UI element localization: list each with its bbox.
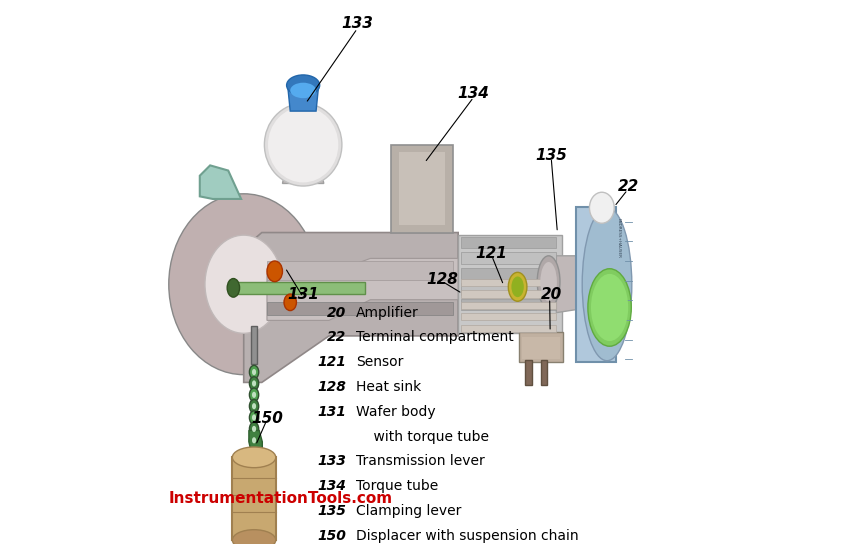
Text: 133: 133 — [317, 454, 346, 468]
Ellipse shape — [582, 208, 632, 361]
Bar — [461, 325, 556, 332]
Bar — [398, 152, 446, 225]
Text: 121: 121 — [317, 355, 346, 369]
Text: 135: 135 — [317, 504, 346, 518]
Bar — [461, 279, 556, 286]
Ellipse shape — [252, 380, 256, 387]
Ellipse shape — [511, 276, 524, 297]
Polygon shape — [232, 458, 276, 540]
Ellipse shape — [249, 411, 259, 424]
Bar — [519, 332, 563, 362]
Ellipse shape — [249, 422, 259, 436]
Ellipse shape — [227, 279, 240, 297]
Text: 134: 134 — [317, 479, 346, 493]
Polygon shape — [249, 430, 262, 456]
Bar — [525, 360, 532, 385]
Ellipse shape — [264, 103, 342, 186]
Ellipse shape — [508, 273, 527, 301]
Ellipse shape — [205, 235, 283, 333]
Ellipse shape — [252, 426, 256, 432]
Text: with torque tube: with torque tube — [356, 430, 490, 444]
Ellipse shape — [290, 83, 316, 98]
Ellipse shape — [232, 447, 276, 468]
Ellipse shape — [249, 399, 259, 413]
Polygon shape — [200, 165, 241, 199]
Ellipse shape — [540, 262, 557, 301]
Bar — [461, 290, 556, 298]
Text: 131: 131 — [317, 405, 346, 419]
Polygon shape — [283, 160, 324, 183]
Text: 22: 22 — [618, 178, 640, 194]
Bar — [461, 302, 556, 309]
Text: 128: 128 — [317, 380, 346, 394]
Bar — [461, 283, 556, 294]
Ellipse shape — [538, 256, 560, 307]
Text: 20: 20 — [540, 287, 562, 302]
Text: Displacer with suspension chain: Displacer with suspension chain — [356, 529, 579, 543]
Text: Transmission lever: Transmission lever — [356, 454, 485, 468]
Ellipse shape — [589, 192, 614, 223]
Bar — [461, 313, 556, 320]
Bar — [461, 237, 556, 248]
Polygon shape — [288, 85, 319, 111]
Text: Amplifier: Amplifier — [356, 306, 419, 320]
Text: 150: 150 — [317, 529, 346, 543]
Bar — [461, 252, 556, 263]
Text: 133: 133 — [342, 16, 373, 31]
Ellipse shape — [249, 388, 259, 401]
Ellipse shape — [588, 269, 631, 346]
Polygon shape — [576, 207, 616, 362]
Text: ENDRESS+HAUSER: ENDRESS+HAUSER — [616, 218, 620, 258]
Text: Torque tube: Torque tube — [356, 479, 439, 493]
Text: InstrumentationTools.com: InstrumentationTools.com — [169, 491, 393, 506]
Bar — [522, 337, 560, 359]
Ellipse shape — [249, 377, 259, 390]
Bar — [461, 299, 556, 310]
Ellipse shape — [169, 194, 319, 375]
Polygon shape — [244, 232, 458, 382]
Text: 135: 135 — [535, 147, 567, 163]
Polygon shape — [251, 325, 257, 364]
Bar — [541, 360, 547, 385]
Ellipse shape — [252, 369, 256, 375]
Polygon shape — [556, 256, 590, 313]
Ellipse shape — [284, 294, 296, 311]
Text: Sensor: Sensor — [356, 355, 403, 369]
Text: 22: 22 — [327, 330, 346, 344]
Polygon shape — [267, 302, 453, 315]
Text: 150: 150 — [251, 411, 283, 426]
Polygon shape — [267, 258, 458, 320]
Text: 131: 131 — [287, 287, 319, 302]
Ellipse shape — [252, 437, 256, 443]
Ellipse shape — [232, 530, 276, 544]
Ellipse shape — [249, 434, 259, 447]
Ellipse shape — [249, 366, 259, 379]
Bar — [461, 268, 556, 279]
Polygon shape — [230, 282, 365, 294]
Ellipse shape — [267, 261, 283, 282]
Text: Wafer body: Wafer body — [356, 405, 436, 419]
Ellipse shape — [591, 274, 628, 341]
Polygon shape — [458, 235, 561, 333]
Text: 134: 134 — [457, 85, 490, 101]
Ellipse shape — [252, 415, 256, 421]
Ellipse shape — [268, 107, 338, 182]
Text: Terminal compartment: Terminal compartment — [356, 330, 514, 344]
Polygon shape — [267, 261, 453, 280]
Ellipse shape — [252, 392, 256, 398]
Text: 20: 20 — [327, 306, 346, 320]
Ellipse shape — [252, 403, 256, 409]
Text: 128: 128 — [427, 271, 458, 287]
Text: 121: 121 — [476, 246, 508, 261]
Polygon shape — [391, 145, 453, 232]
Ellipse shape — [287, 75, 320, 96]
Text: Heat sink: Heat sink — [356, 380, 422, 394]
Text: Clamping lever: Clamping lever — [356, 504, 462, 518]
